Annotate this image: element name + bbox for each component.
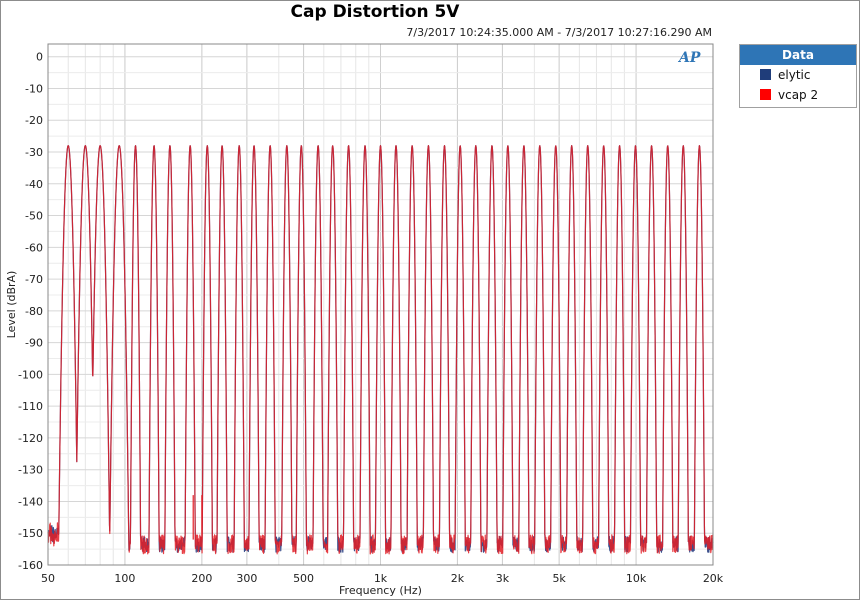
x-tick-label: 20k xyxy=(703,572,724,585)
x-tick-label: 500 xyxy=(293,572,314,585)
y-tick-label: -70 xyxy=(25,273,43,286)
x-axis: 50 100 200 300 500 1k 2k 3k 5k 10k 20k xyxy=(41,572,724,585)
y-tick-label: -150 xyxy=(18,527,43,540)
y-tick-label: -90 xyxy=(25,337,43,350)
y-tick-label: 0 xyxy=(36,51,43,64)
x-tick-label: 3k xyxy=(496,572,510,585)
x-tick-label: 10k xyxy=(626,572,647,585)
series-layer xyxy=(47,145,714,555)
chart-title: Cap Distortion 5V xyxy=(290,2,460,22)
y-axis-label: Level (dBrA) xyxy=(5,271,18,339)
y-tick-label: -110 xyxy=(18,400,43,413)
x-tick-label: 5k xyxy=(552,572,566,585)
x-tick-label: 50 xyxy=(41,572,55,585)
y-tick-label: -120 xyxy=(18,432,43,445)
y-tick-label: -20 xyxy=(25,114,43,127)
y-tick-label: -30 xyxy=(25,146,43,159)
legend-swatch-elytic xyxy=(760,69,771,80)
grid xyxy=(47,44,714,566)
legend: Data elytic vcap 2 xyxy=(739,44,857,108)
y-tick-label: -40 xyxy=(25,178,43,191)
y-tick-label: -60 xyxy=(25,241,43,254)
legend-label: elytic xyxy=(778,68,811,82)
legend-label: vcap 2 xyxy=(778,88,819,102)
legend-item-elytic[interactable]: elytic xyxy=(740,65,856,85)
y-tick-label: -50 xyxy=(25,210,43,223)
chart-subtitle: 7/3/2017 10:24:35.000 AM - 7/3/2017 10:2… xyxy=(406,26,712,39)
legend-header: Data xyxy=(740,45,856,65)
y-tick-label: -80 xyxy=(25,305,43,318)
legend-swatch-vcap-2 xyxy=(760,89,771,100)
plot-border xyxy=(47,43,714,566)
y-tick-label: -10 xyxy=(25,82,43,95)
series-line-vcap-2 xyxy=(47,145,714,555)
x-tick-label: 100 xyxy=(114,572,135,585)
x-tick-label: 300 xyxy=(236,572,257,585)
y-tick-label: -100 xyxy=(18,368,43,381)
x-axis-label: Frequency (Hz) xyxy=(339,584,422,597)
legend-item-vcap-2[interactable]: vcap 2 xyxy=(740,85,856,105)
y-axis: 0 -10 -20 -30 -40 -50 -60 -70 -80 -90 -100 -110 -120… xyxy=(18,51,43,572)
y-tick-label: -140 xyxy=(18,495,43,508)
x-tick-label: 1k xyxy=(374,572,388,585)
y-tick-label: -130 xyxy=(18,464,43,477)
ap-logo: AP xyxy=(679,50,701,66)
x-tick-label: 2k xyxy=(451,572,465,585)
x-tick-label: 200 xyxy=(191,572,212,585)
y-tick-label: -160 xyxy=(18,559,43,572)
